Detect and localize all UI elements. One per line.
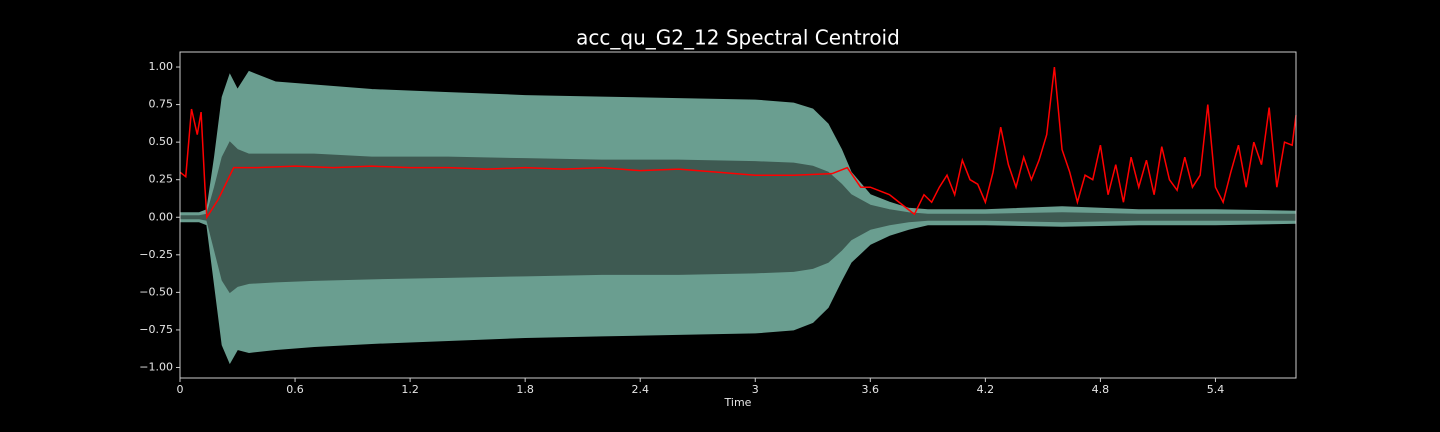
chart-title: acc_qu_G2_12 Spectral Centroid bbox=[576, 26, 900, 50]
x-tick-label: 0 bbox=[177, 383, 184, 396]
x-tick-label: 1.8 bbox=[516, 383, 534, 396]
x-tick-label: 2.4 bbox=[631, 383, 649, 396]
y-tick-label: −0.50 bbox=[139, 285, 173, 298]
y-tick-label: −0.75 bbox=[139, 323, 173, 336]
x-tick-label: 4.8 bbox=[1092, 383, 1110, 396]
y-tick-label: −0.25 bbox=[139, 248, 173, 261]
waveform-band bbox=[179, 141, 1297, 294]
x-tick-label: 3 bbox=[752, 383, 759, 396]
y-tick-label: 1.00 bbox=[149, 60, 174, 73]
y-tick-label: 0.00 bbox=[149, 210, 174, 223]
centroid-line bbox=[179, 66, 1297, 220]
y-tick-label: 0.25 bbox=[149, 173, 174, 186]
x-tick-label: 1.2 bbox=[401, 383, 419, 396]
y-tick-label: 0.75 bbox=[149, 98, 174, 111]
x-tick-label: 0.6 bbox=[286, 383, 304, 396]
x-tick-label: 4.2 bbox=[977, 383, 995, 396]
y-tick-label: −1.00 bbox=[139, 360, 173, 373]
x-tick-label: 5.4 bbox=[1207, 383, 1225, 396]
y-tick-label: 0.50 bbox=[149, 135, 174, 148]
x-axis-label: Time bbox=[724, 396, 752, 409]
x-tick-label: 3.6 bbox=[862, 383, 880, 396]
plot-frame bbox=[179, 51, 1297, 379]
